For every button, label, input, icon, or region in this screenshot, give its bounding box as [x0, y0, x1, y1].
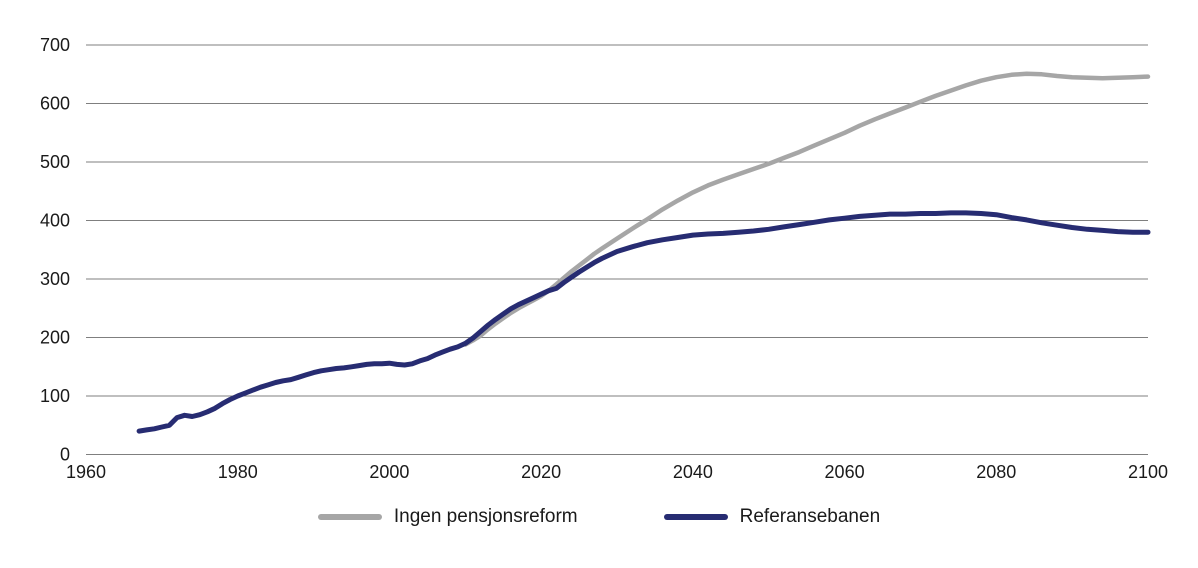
y-tick-label-0: 0 — [60, 445, 70, 465]
y-tick-label-300: 300 — [40, 269, 70, 289]
series-line-ingen-pensjonsreform — [463, 71, 1151, 347]
series-line-referansebanen — [136, 210, 1151, 434]
x-tick-label-2060: 2060 — [825, 462, 865, 482]
y-tick-label-400: 400 — [40, 211, 70, 231]
y-tick-label-200: 200 — [40, 328, 70, 348]
x-tick-label-1980: 1980 — [218, 462, 258, 482]
x-tick-label-2020: 2020 — [521, 462, 561, 482]
plot-area: 0 100 200 300 400 500 600 700 1960 1980 2000 2020 20… — [40, 35, 1168, 482]
legend: Ingen pensjonsreform Referansebanen — [0, 506, 1198, 528]
legend-swatch-navy-line — [663, 514, 728, 520]
x-tick-label-1960: 1960 — [66, 462, 106, 482]
y-tick-label-100: 100 — [40, 386, 70, 406]
legend-label-referansebanen: Referansebanen — [739, 506, 881, 527]
x-tick-label-2080: 2080 — [976, 462, 1016, 482]
x-tick-label-2040: 2040 — [673, 462, 713, 482]
x-tick-label-2100: 2100 — [1128, 462, 1168, 482]
legend-label-ingen-pensjonsreform: Ingen pensjonsreform — [393, 506, 578, 527]
x-tick-label-2000: 2000 — [369, 462, 409, 482]
legend-item-referansebanen: Referansebanen — [663, 506, 881, 528]
y-tick-label-700: 700 — [40, 35, 70, 55]
legend-swatch-gray-line — [317, 514, 382, 520]
y-tick-label-500: 500 — [40, 152, 70, 172]
y-tick-label-600: 600 — [40, 94, 70, 114]
legend-item-ingen-pensjonsreform: Ingen pensjonsreform — [317, 506, 578, 528]
